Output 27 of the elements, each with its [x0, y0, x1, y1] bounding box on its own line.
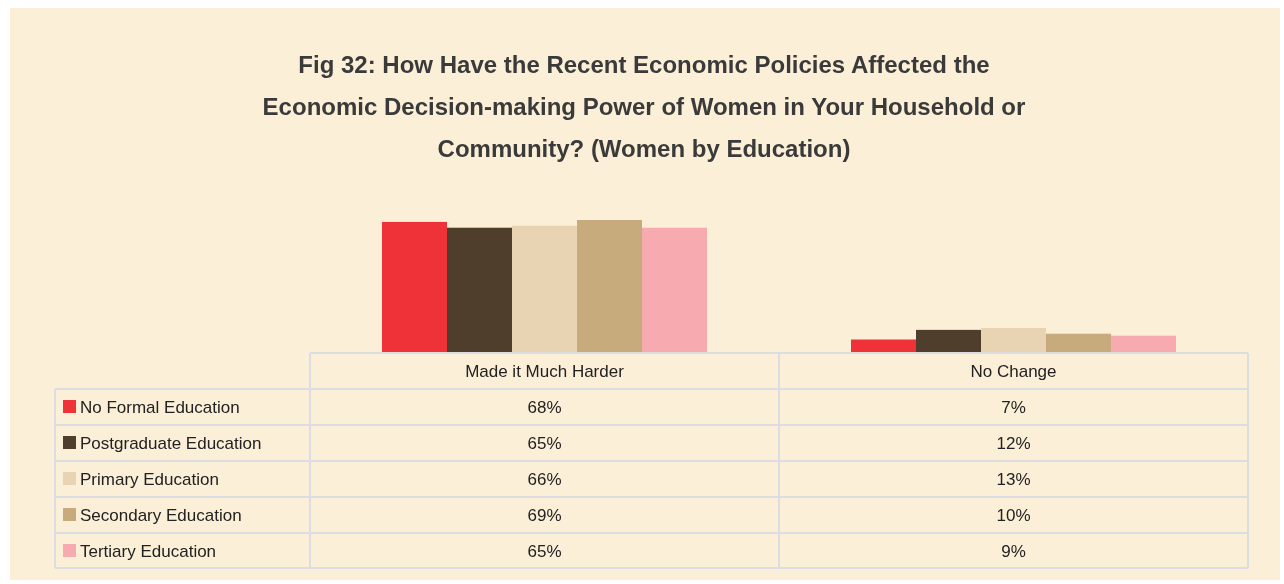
legend-label: Primary Education: [80, 470, 219, 489]
data-label: 66%: [527, 470, 562, 489]
bar: [981, 327, 1046, 353]
chart-title: Fig 32: How Have the Recent Economic Policies Affected the Economic Decision-making Power of Women in Your Household or Community? (Women by Education): [262, 51, 1026, 162]
legend-label: Postgraduate Education: [80, 434, 262, 453]
x-tick-label: No Change: [970, 362, 1057, 381]
bar: [1111, 335, 1176, 353]
bar: [1046, 333, 1111, 353]
x-tick-label: Made it Much Harder: [465, 362, 625, 381]
data-label: 13%: [996, 470, 1031, 489]
data-label: 65%: [527, 542, 562, 561]
bar: [577, 220, 642, 353]
bar: [447, 227, 512, 353]
legend-label: Tertiary Education: [80, 542, 217, 561]
legend-label: No Formal Education: [80, 398, 240, 417]
data-label: 68%: [527, 398, 562, 417]
data-label: 12%: [996, 434, 1031, 453]
legend-label: Secondary Education: [80, 506, 242, 525]
data-label: 10%: [996, 506, 1031, 525]
data-label: 69%: [527, 506, 562, 525]
bar: [642, 227, 707, 353]
data-label: 9%: [1001, 542, 1026, 561]
bar: [916, 329, 981, 353]
data-label: 65%: [527, 434, 562, 453]
bar: [382, 221, 447, 353]
bar: [512, 225, 577, 353]
data-label: 7%: [1001, 398, 1026, 417]
